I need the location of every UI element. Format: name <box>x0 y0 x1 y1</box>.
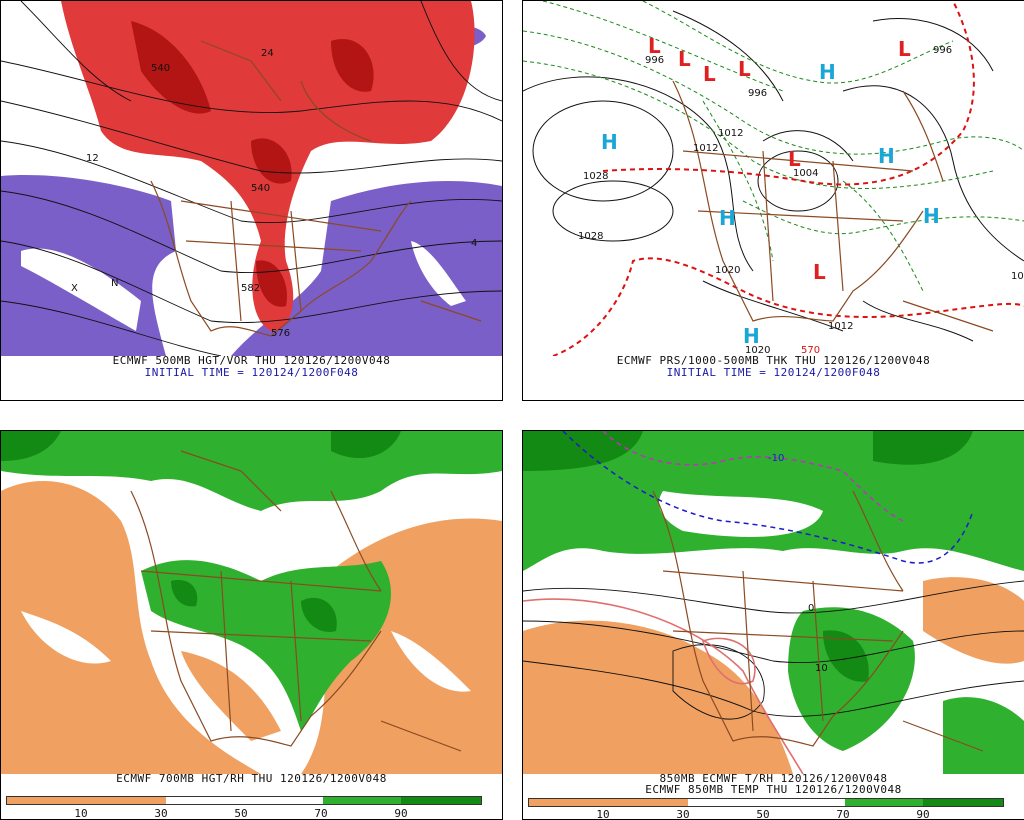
contour-label: 24 <box>261 48 274 59</box>
low-center: L <box>648 34 661 58</box>
panel-1-caption-line2: INITIAL TIME = 120124/1200F048 <box>144 366 359 379</box>
contour-label: 4 <box>471 238 477 249</box>
scale-tick: 50 <box>756 808 770 820</box>
low-center: L <box>703 62 716 86</box>
isobar-label: 996 <box>933 45 952 56</box>
panel-3-caption-line1: ECMWF 700MB HGT/RH THU 120126/1200V048 <box>116 772 387 785</box>
scale-tick: 90 <box>916 808 930 820</box>
panel-pressure-thickness: L L L L L L L H H H H H H 1028 1028 1020… <box>522 0 1024 401</box>
dry-region-west <box>1 481 261 774</box>
rh-map-700mb <box>1 431 502 774</box>
low-center: L <box>788 147 801 171</box>
high-center: H <box>819 60 836 84</box>
low-center: L <box>813 260 826 284</box>
thickness-label: 570 <box>801 345 820 356</box>
contour-label: 540 <box>251 183 270 194</box>
panel-2-caption-line2: INITIAL TIME = 120124/1200F048 <box>666 366 881 379</box>
high-center: H <box>601 130 618 154</box>
isobar-label: 10 <box>1011 271 1024 282</box>
isobar-label: 996 <box>748 88 767 99</box>
isobar-label: 1020 <box>715 265 740 276</box>
contour-label: 12 <box>86 153 99 164</box>
contour-label: 540 <box>151 63 170 74</box>
contour-label: 576 <box>271 328 290 339</box>
isobar-label: 1004 <box>793 168 818 179</box>
temp-contour-label: 0 <box>808 603 814 614</box>
panel-2-caption-line1: ECMWF PRS/1000-500MB THK THU 120126/1200… <box>616 354 931 367</box>
rh-color-scale-850mb: 10 30 50 70 90 <box>528 798 1004 820</box>
panel-4-caption-line2: ECMWF 850MB TEMP THU 120126/1200V048 <box>645 783 902 796</box>
panel-1-caption-line1: ECMWF 500MB HGT/VOR THU 120126/1200V048 <box>112 354 391 367</box>
isobar-label: 996 <box>645 55 664 66</box>
contour-label: 582 <box>241 283 260 294</box>
isobar-label: 1012 <box>693 143 718 154</box>
scale-tick: 90 <box>394 807 408 820</box>
isobar-label: 1028 <box>578 231 603 242</box>
contour-label: N <box>111 278 118 289</box>
panel-500mb-vorticity: 540 576 582 540 12 24 N X 4 ECMWF 500MB … <box>0 0 503 401</box>
moist-region-central <box>141 560 391 731</box>
scale-tick: 30 <box>154 807 168 820</box>
low-center: L <box>738 57 751 81</box>
panel-700mb-rh: ECMWF 700MB HGT/RH THU 120126/1200V048 1… <box>0 430 503 820</box>
isobar-label: 1028 <box>583 171 608 182</box>
rh-map-850mb: 10 0 -10 <box>523 431 1024 774</box>
low-center: L <box>678 47 691 71</box>
scale-tick: 10 <box>596 808 610 820</box>
isobar-label: 1020 <box>745 345 770 356</box>
panel-4-caption-line1: 850MB ECMWF T/RH 120126/1200V048 <box>659 772 888 785</box>
high-center: H <box>878 144 895 168</box>
rh-color-scale-700mb: 10 30 50 70 90 <box>6 796 482 820</box>
temp-contour-label: 10 <box>815 663 828 674</box>
isobar-label: 1012 <box>828 321 853 332</box>
scale-tick: 10 <box>74 807 88 820</box>
scale-tick: 50 <box>234 807 248 820</box>
high-center: H <box>743 324 760 348</box>
high-center: H <box>923 204 940 228</box>
temp-contour-label: -10 <box>768 453 784 464</box>
dry-region-southwest <box>523 620 793 774</box>
isobar-label: 1012 <box>718 128 743 139</box>
scale-tick: 30 <box>676 808 690 820</box>
high-center: H <box>719 206 736 230</box>
low-center: L <box>898 37 911 61</box>
vorticity-map: 540 576 582 540 12 24 N X 4 <box>1 1 502 356</box>
panel-850mb-temp-rh: 10 0 -10 850MB ECMWF T/RH 120126/1200V04… <box>522 430 1024 820</box>
pressure-map: L L L L L L L H H H H H H 1028 1028 1020… <box>523 1 1024 356</box>
scale-tick: 70 <box>314 807 328 820</box>
scale-tick: 70 <box>836 808 850 820</box>
contour-label: X <box>71 283 78 294</box>
